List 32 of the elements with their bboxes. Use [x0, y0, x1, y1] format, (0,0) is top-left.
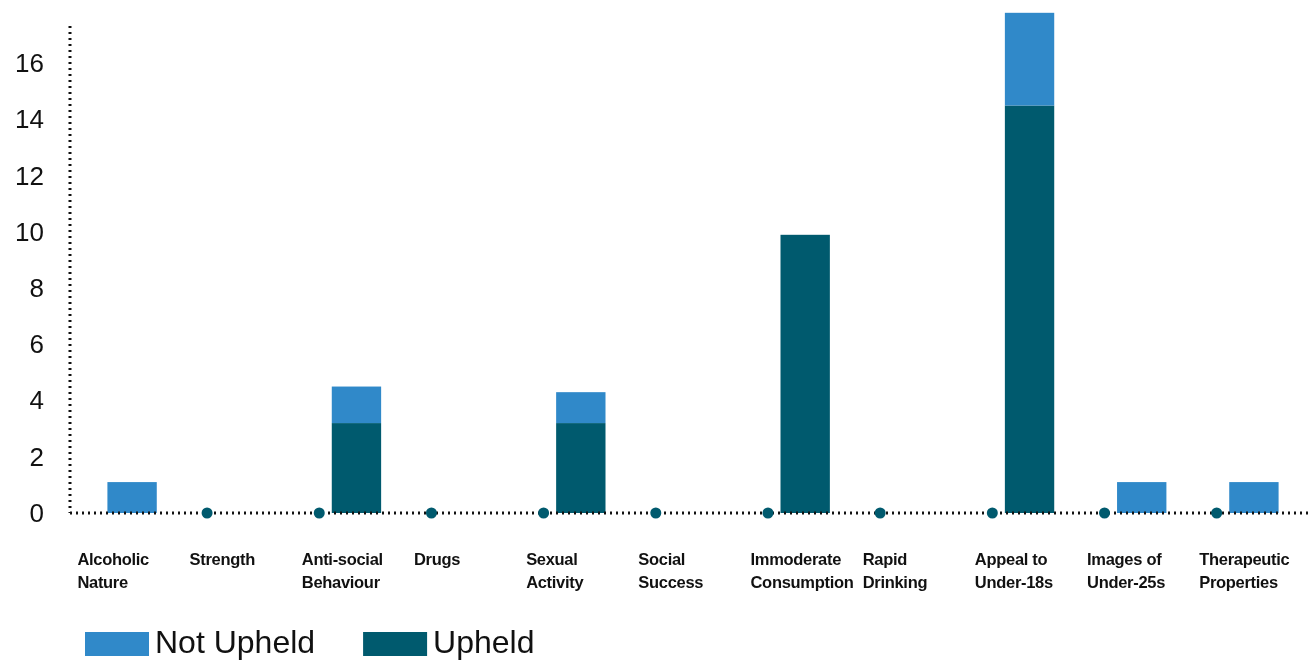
x-tick-label: Images of Under-25s: [1087, 550, 1166, 591]
bar: [780, 234, 830, 513]
bar: [1117, 482, 1167, 513]
bar: [556, 423, 606, 513]
x-tick-label: Alcoholic Nature: [77, 550, 150, 591]
y-tick-label: 6: [29, 329, 44, 360]
y-tick-label: 12: [15, 160, 44, 191]
bar: [1004, 105, 1055, 513]
y-tick-label: 16: [15, 48, 44, 79]
x-tick-label: Rapid Drinking: [862, 550, 928, 591]
y-tick-label: 4: [29, 385, 44, 416]
x-tick-label: Drugs: [413, 550, 461, 568]
legend-label: Not Upheld: [155, 624, 316, 660]
y-tick-label: 8: [29, 273, 44, 304]
bar: [331, 386, 382, 424]
bar: [556, 392, 606, 424]
x-tick-label: Appeal to Under-18s: [974, 550, 1053, 591]
x-tick-label: Social Success: [638, 550, 704, 591]
y-tick-label: 10: [15, 216, 44, 247]
y-tick-label: 14: [15, 104, 44, 135]
bar: [1004, 12, 1055, 106]
y-tick-label: 0: [29, 497, 44, 528]
x-tick-label: Sexual Activity: [526, 550, 585, 591]
bar: [1229, 482, 1279, 513]
bar: [107, 482, 157, 513]
x-tick-label: Immoderate Consumption: [750, 550, 854, 591]
x-tick-label: Therapeutic Properties: [1199, 550, 1290, 591]
x-tick-label: Strength: [189, 550, 256, 568]
y-tick-label: 2: [29, 441, 44, 472]
bar: [331, 423, 382, 513]
legend-label: Upheld: [433, 624, 535, 660]
x-tick-label: Anti-social Behaviour: [301, 550, 383, 591]
